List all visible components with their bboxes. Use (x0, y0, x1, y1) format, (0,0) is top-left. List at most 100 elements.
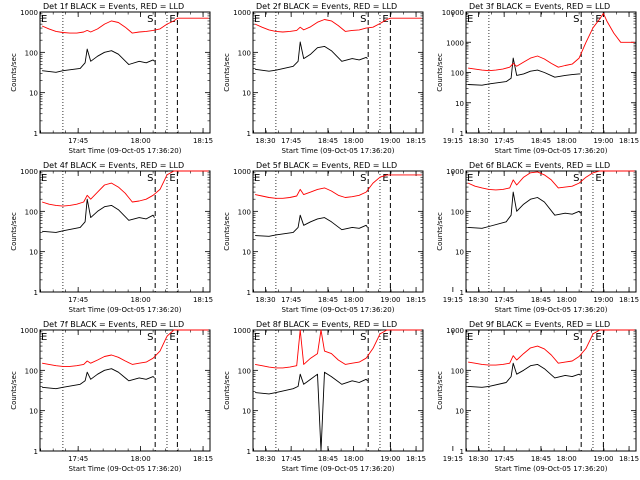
y-axis-label: Counts/sec (10, 212, 18, 251)
interval-marker-label: S (573, 332, 579, 343)
plot-frame (252, 170, 424, 293)
interval-marker-label: S (360, 173, 366, 184)
y-tick-label: 100 (25, 49, 38, 57)
y-tick-label: 1000 (233, 9, 251, 17)
y-tick-label: 1 (460, 289, 464, 297)
x-tick-label: 19:00 (593, 455, 613, 463)
y-tick-label: 10 (242, 90, 251, 98)
y-tick-label: 1000 (20, 9, 38, 17)
x-tick-label: 18:00 (131, 455, 151, 463)
x-tick-label: 17:45 (281, 296, 301, 304)
x-tick-label: 18:30 (468, 455, 488, 463)
interval-marker-label: S (147, 173, 153, 184)
plot-frame (465, 11, 637, 134)
x-tick-label: 18:00 (344, 137, 364, 145)
x-tick-label: 18:30 (255, 455, 275, 463)
x-axis-label: Start Time (09-Oct-05 17:36:20) (69, 465, 182, 473)
x-tick-label: 18:45 (318, 455, 338, 463)
lld-series-line (41, 170, 209, 207)
x-tick-label: 18:15 (619, 455, 639, 463)
x-tick-label: 18:45 (531, 296, 551, 304)
chart-title: Det 4f BLACK = Events, RED = LLD (43, 161, 184, 170)
events-series-line (468, 191, 581, 229)
x-tick-label: 18:00 (557, 137, 577, 145)
y-axis-label: Counts/sec (223, 212, 231, 251)
x-tick-label: 18:15 (193, 455, 213, 463)
y-tick-label: 100 (238, 367, 251, 375)
y-tick-label: 10 (455, 408, 464, 416)
x-tick-label: 18:15 (619, 296, 639, 304)
y-tick-label: 1 (247, 289, 251, 297)
interval-marker-label: E (254, 14, 260, 25)
y-tick-label: 1000 (20, 327, 38, 335)
plot-frame (39, 170, 211, 293)
chart-title: Det 9f BLACK = Events, RED = LLD (469, 320, 610, 329)
y-axis-label: Counts/sec (436, 371, 444, 410)
chart-title: Det 6f BLACK = Events, RED = LLD (469, 161, 610, 170)
events-series-line (42, 368, 155, 390)
x-axis-label: Start Time (09-Oct-05 17:36:20) (495, 306, 608, 314)
x-tick-label: 17:45 (68, 455, 88, 463)
chart-title: Det 1f BLACK = Events, RED = LLD (43, 2, 184, 11)
x-axis-label: Start Time (09-Oct-05 17:36:20) (282, 306, 395, 314)
x-tick-label: 18:00 (344, 455, 364, 463)
y-tick-label: 1000 (233, 168, 251, 176)
y-tick-label: 100 (451, 70, 464, 78)
chart-title: Det 7f BLACK = Events, RED = LLD (43, 320, 184, 329)
x-axis-label: Start Time (09-Oct-05 17:36:20) (495, 465, 608, 473)
x-tick-label: 18:30 (255, 296, 275, 304)
y-tick-label: 1 (34, 448, 38, 456)
events-series-line (468, 57, 581, 86)
interval-marker-label: S (360, 332, 366, 343)
y-axis-label: Counts/sec (10, 53, 18, 92)
interval-marker-label: E (595, 332, 601, 343)
x-tick-label: 18:15 (619, 137, 639, 145)
interval-marker-label: E (169, 332, 175, 343)
events-series-line (255, 214, 368, 237)
lld-series-line (41, 17, 209, 34)
y-tick-label: 100 (451, 367, 464, 375)
interval-marker-label: S (147, 332, 153, 343)
interval-marker-label: E (595, 173, 601, 184)
plot-frame (465, 329, 637, 452)
y-axis-label: Counts/sec (223, 53, 231, 92)
y-tick-label: 100 (25, 367, 38, 375)
x-tick-label: 18:15 (193, 296, 213, 304)
x-tick-label: 18:15 (406, 455, 426, 463)
y-tick-label: 1 (247, 130, 251, 138)
events-series-line (42, 198, 155, 233)
plot-frame (39, 11, 211, 134)
x-tick-label: 18:45 (531, 455, 551, 463)
y-tick-label: 100 (451, 208, 464, 216)
chart-title: Det 5f BLACK = Events, RED = LLD (256, 161, 397, 170)
x-tick-label: 17:45 (68, 137, 88, 145)
lld-series-line (467, 170, 635, 191)
y-tick-label: 10 (242, 249, 251, 257)
x-tick-label: 19:15 (443, 137, 463, 145)
y-axis-label: Counts/sec (10, 371, 18, 410)
x-tick-label: 18:45 (318, 137, 338, 145)
interval-marker-label: E (169, 14, 175, 25)
y-tick-label: 10 (29, 249, 38, 257)
y-tick-label: 10 (29, 90, 38, 98)
x-tick-label: 18:30 (468, 296, 488, 304)
x-tick-label: 17:45 (494, 296, 514, 304)
x-tick-label: 19:00 (380, 137, 400, 145)
y-tick-label: 10 (455, 100, 464, 108)
lld-series-line (254, 17, 422, 33)
x-tick-label: 18:00 (557, 455, 577, 463)
y-axis-label: Counts/sec (436, 212, 444, 251)
events-series-line (468, 362, 581, 388)
y-tick-label: 10 (29, 408, 38, 416)
y-tick-label: 100 (25, 208, 38, 216)
plot-frame (465, 170, 637, 293)
x-tick-label: 17:45 (494, 455, 514, 463)
y-tick-label: 1000 (233, 327, 251, 335)
x-tick-label: 18:15 (406, 296, 426, 304)
interval-marker-label: E (169, 173, 175, 184)
plot-frame (39, 329, 211, 452)
interval-marker-label: E (41, 14, 47, 25)
x-axis-label: Start Time (09-Oct-05 17:36:20) (69, 306, 182, 314)
y-tick-label: 1000 (20, 168, 38, 176)
x-tick-label: 19:00 (593, 137, 613, 145)
